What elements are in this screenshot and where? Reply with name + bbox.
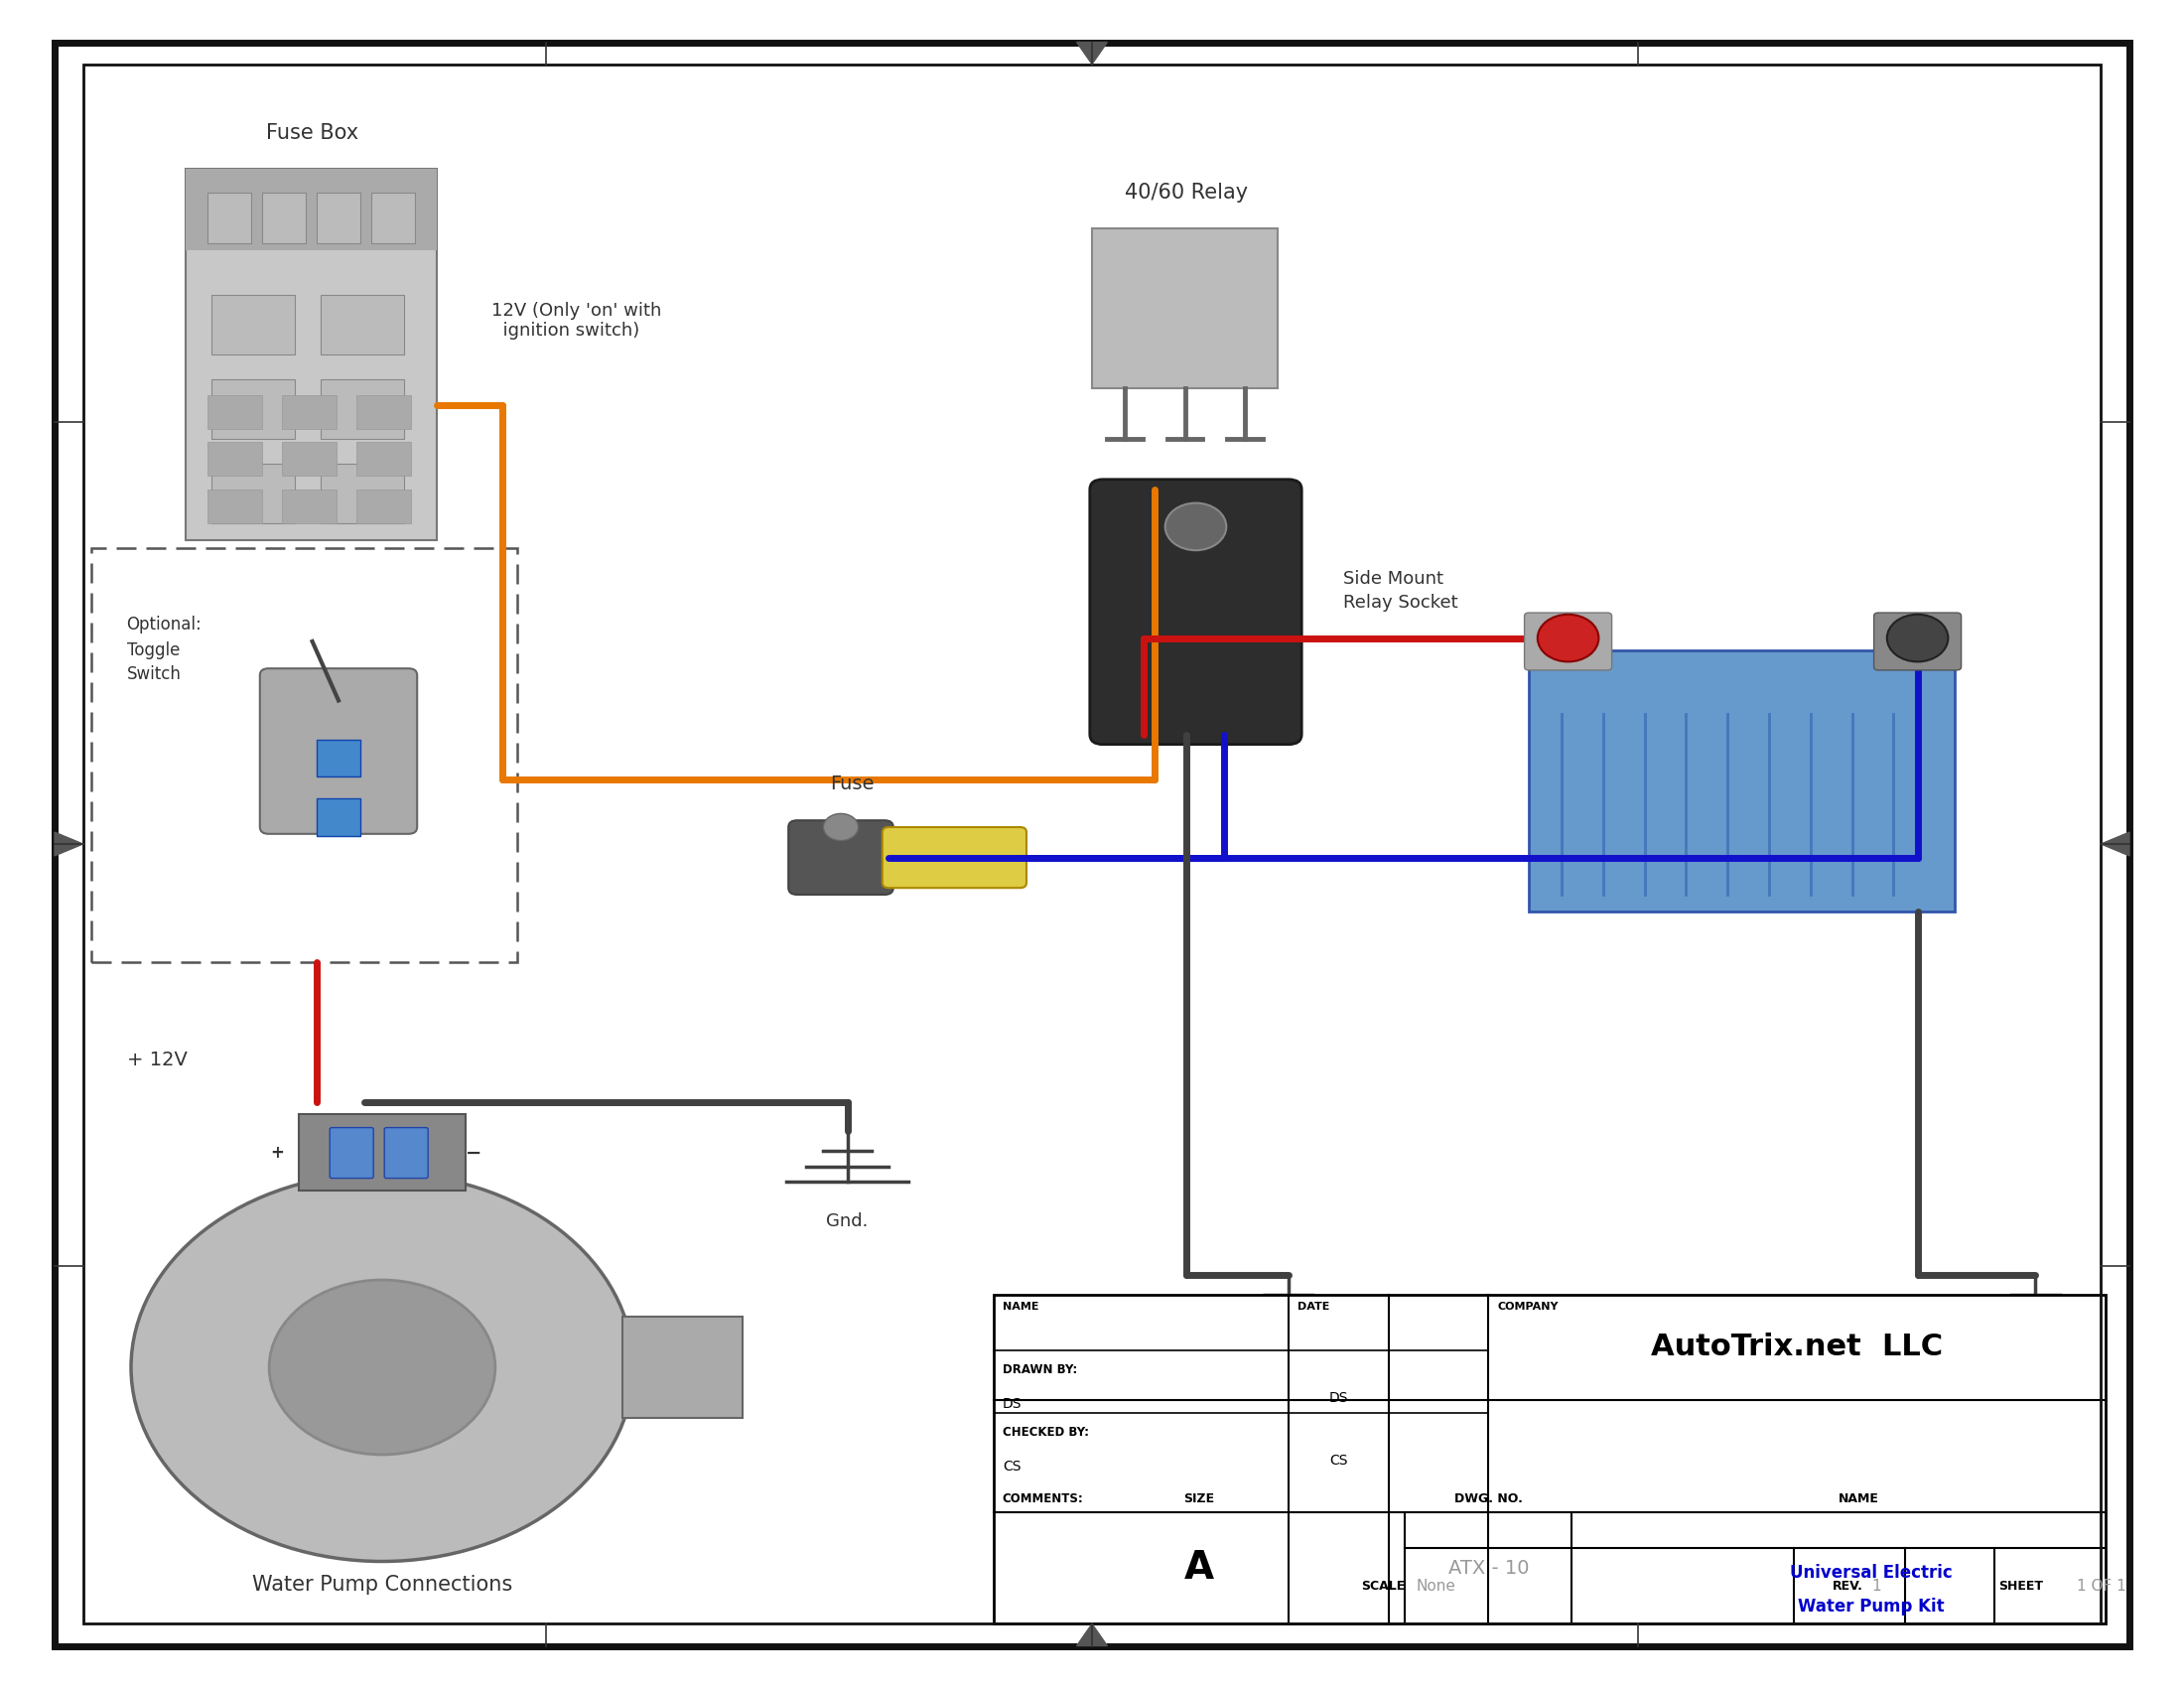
FancyBboxPatch shape [882, 827, 1026, 888]
Text: None: None [1415, 1578, 1455, 1593]
Text: 1: 1 [1872, 1578, 1880, 1593]
Text: Fuse: Fuse [830, 775, 874, 793]
Bar [371, 192, 415, 243]
Text: A: A [1184, 1550, 1214, 1587]
Bar [186, 169, 437, 250]
Text: COMMENTS:: COMMENTS: [1002, 1492, 1083, 1506]
FancyBboxPatch shape [330, 1128, 373, 1178]
Text: SCALE: SCALE [1361, 1580, 1404, 1592]
Text: DRAWN BY:: DRAWN BY: [1002, 1364, 1077, 1377]
Text: CS: CS [1330, 1453, 1348, 1467]
Text: Water Pump Connections: Water Pump Connections [251, 1575, 513, 1595]
Bar [212, 380, 295, 439]
Text: ATX - 10: ATX - 10 [1448, 1558, 1529, 1577]
Bar [92, 549, 518, 962]
Polygon shape [1077, 1624, 1107, 1646]
Bar [212, 295, 295, 354]
FancyBboxPatch shape [384, 1128, 428, 1178]
Text: Side Mount
Relay Socket: Side Mount Relay Socket [1343, 569, 1459, 613]
Text: +: + [271, 1144, 284, 1161]
Text: −: − [465, 1143, 483, 1163]
Text: + 12V: + 12V [127, 1050, 188, 1070]
Bar [207, 192, 251, 243]
Polygon shape [1077, 42, 1107, 64]
Bar [186, 169, 437, 540]
FancyBboxPatch shape [317, 798, 360, 836]
Circle shape [1166, 503, 1227, 550]
Text: CS: CS [1002, 1460, 1020, 1474]
Bar [1529, 650, 1955, 912]
Bar [282, 395, 336, 429]
Text: COMPANY: COMPANY [1498, 1301, 1557, 1312]
Text: Gnd.: Gnd. [2014, 1355, 2057, 1374]
Text: Water Pump Kit: Water Pump Kit [1797, 1597, 1944, 1615]
Bar [356, 490, 411, 523]
Bar [282, 490, 336, 523]
Bar [994, 1295, 2105, 1624]
Circle shape [1887, 614, 1948, 662]
Bar [207, 442, 262, 476]
Text: NAME: NAME [1839, 1492, 1878, 1506]
Text: 40/60 Relay: 40/60 Relay [1125, 182, 1247, 203]
Text: 1 OF 1: 1 OF 1 [2077, 1578, 2127, 1593]
Text: SIZE: SIZE [1184, 1492, 1214, 1506]
Bar [622, 1317, 743, 1418]
Text: 12V (Only 'on' with
  ignition switch): 12V (Only 'on' with ignition switch) [491, 302, 662, 339]
Polygon shape [55, 832, 83, 856]
Bar [356, 395, 411, 429]
Circle shape [1538, 614, 1599, 662]
FancyBboxPatch shape [299, 1114, 465, 1190]
Bar [207, 395, 262, 429]
Bar [356, 442, 411, 476]
Bar [1092, 228, 1278, 388]
Polygon shape [2101, 832, 2129, 856]
Text: Fuse Box: Fuse Box [266, 123, 358, 143]
Bar [321, 295, 404, 354]
Text: REV.: REV. [1832, 1580, 1863, 1592]
Bar [282, 442, 336, 476]
FancyBboxPatch shape [317, 739, 360, 776]
Text: DATE: DATE [1297, 1301, 1330, 1312]
Bar [321, 380, 404, 439]
Bar [262, 192, 306, 243]
FancyBboxPatch shape [1524, 613, 1612, 670]
Text: Universal Electric: Universal Electric [1791, 1563, 1952, 1582]
Text: DWG. NO.: DWG. NO. [1455, 1492, 1522, 1506]
Text: NAME: NAME [1002, 1301, 1040, 1312]
FancyBboxPatch shape [788, 820, 893, 895]
Text: Gnd.: Gnd. [1267, 1355, 1310, 1374]
Circle shape [131, 1173, 633, 1561]
FancyBboxPatch shape [260, 668, 417, 834]
Text: DS: DS [1328, 1391, 1348, 1404]
Text: Gnd.: Gnd. [826, 1212, 869, 1231]
FancyBboxPatch shape [1874, 613, 1961, 670]
Text: CHECKED BY:: CHECKED BY: [1002, 1426, 1090, 1440]
Text: SHEET: SHEET [1998, 1580, 2044, 1592]
Bar [321, 464, 404, 523]
Bar [212, 464, 295, 523]
Bar [207, 490, 262, 523]
FancyBboxPatch shape [1090, 479, 1302, 744]
Text: Optional:
Toggle
Switch: Optional: Toggle Switch [127, 616, 201, 684]
Bar [317, 192, 360, 243]
Circle shape [269, 1280, 496, 1455]
Text: DS: DS [1002, 1398, 1022, 1411]
Text: AutoTrix.net  LLC: AutoTrix.net LLC [1651, 1334, 1944, 1362]
Circle shape [823, 814, 858, 841]
